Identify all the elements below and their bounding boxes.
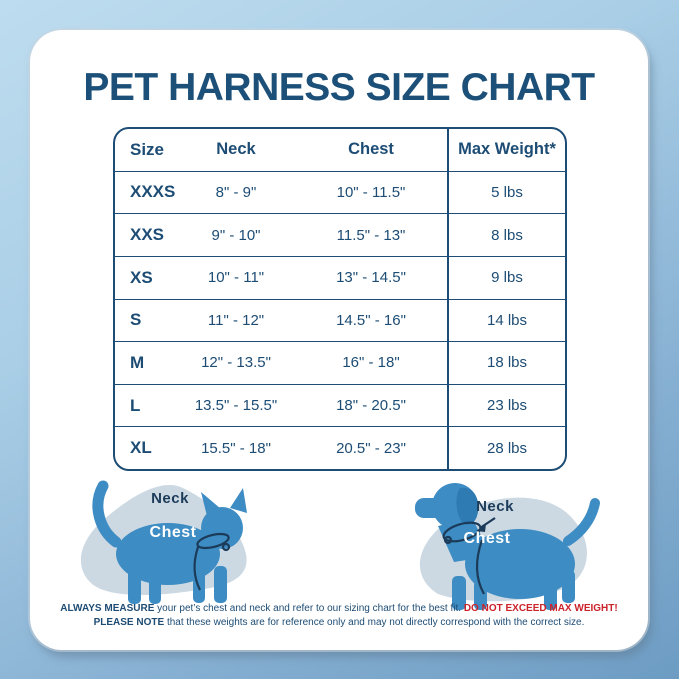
dog-measure-lines (442, 517, 496, 595)
size-value: XXXS (130, 182, 176, 202)
size-chart-card: PET HARNESS SIZE CHART Size Neck Chest M… (30, 30, 648, 650)
chest-value: 10" - 11.5" (336, 183, 406, 201)
size-value: XS (130, 267, 153, 287)
neck-value: 15.5" - 18" (201, 439, 271, 457)
max-weight-value: 23 lbs (447, 384, 565, 427)
disclaimer-line1-lead: ALWAYS MEASURE (60, 603, 155, 614)
max-weight-value: 8 lbs (447, 214, 565, 256)
cat-measure-lines (193, 532, 231, 591)
max-weight-value: 14 lbs (447, 299, 565, 342)
size-value: XL (130, 438, 152, 458)
table-row: XS 10" - 11" 13" - 14.5" 9 lbs (115, 256, 565, 300)
table-row: XXS 9" - 10" 11.5" - 13" 8 lbs (115, 214, 565, 257)
dog-illustration (415, 483, 600, 610)
cat-chest-label: Chest (149, 524, 197, 541)
neck-value: 9" - 10" (211, 226, 261, 244)
header-max-weight: Max Weight* (447, 129, 565, 171)
neck-value: 8" - 9" (215, 183, 257, 201)
size-table: Size Neck Chest Max Weight* XXXS 8" - 9"… (113, 127, 567, 471)
disclaimer-line2-body: that these weights are for reference onl… (164, 616, 585, 628)
header-size: Size (130, 139, 165, 159)
table-header-row: Size Neck Chest Max Weight* (115, 129, 565, 172)
header-neck: Neck (216, 140, 256, 159)
cat-neck-label: Neck (151, 490, 189, 507)
table-row: XXXS 8" - 9" 10" - 11.5" 5 lbs (115, 171, 565, 215)
max-weight-value: 18 lbs (447, 342, 565, 384)
dog-measure-diagram: Neck Chest (398, 466, 608, 611)
chest-value: 18" - 20.5" (336, 397, 406, 415)
chest-value: 16" - 18" (342, 354, 400, 372)
chest-value: 11.5" - 13" (336, 226, 406, 244)
size-value: XXS (130, 225, 165, 245)
disclaimer-text: ALWAYS MEASURE your pet’s chest and neck… (58, 602, 620, 629)
disclaimer-line2-lead: PLEASE NOTE (93, 616, 165, 628)
table-row: XL 15.5" - 18" 20.5" - 23" 28 lbs (115, 427, 565, 469)
size-value: L (130, 395, 141, 415)
cat-measure-diagram: Neck Chest (68, 466, 278, 611)
size-value: M (130, 352, 145, 372)
table-row: S 11" - 12" 14.5" - 16" 14 lbs (115, 299, 565, 343)
neck-value: 12" - 13.5" (201, 354, 271, 372)
dog-neck-label: Neck (476, 498, 514, 515)
chest-value: 13" - 14.5" (336, 269, 406, 287)
header-chest: Chest (348, 140, 394, 159)
neck-value: 13.5" - 15.5" (194, 397, 278, 415)
chest-value: 14.5" - 16" (336, 311, 406, 329)
dog-chest-label: Chest (463, 530, 511, 547)
table-row: M 12" - 13.5" 16" - 18" 18 lbs (115, 342, 565, 385)
neck-value: 11" - 12" (207, 311, 265, 329)
size-value: S (130, 310, 142, 330)
max-weight-value: 5 lbs (447, 171, 565, 214)
disclaimer-line-1: ALWAYS MEASURE your pet’s chest and neck… (58, 602, 620, 616)
cat-illustration (80, 480, 247, 604)
max-weight-warning: DO NOT EXCEED MAX WEIGHT! (463, 603, 618, 614)
disclaimer-line1-body: your pet’s chest and neck and refer to o… (154, 603, 464, 614)
disclaimer-line-2: PLEASE NOTE that these weights are for r… (58, 616, 620, 630)
neck-value: 10" - 11" (207, 269, 265, 287)
chest-value: 20.5" - 23" (336, 439, 406, 457)
table-row: L 13.5" - 15.5" 18" - 20.5" 23 lbs (115, 384, 565, 428)
page-title: PET HARNESS SIZE CHART (83, 66, 595, 109)
max-weight-value: 9 lbs (447, 256, 565, 299)
max-weight-value: 28 lbs (447, 427, 565, 469)
